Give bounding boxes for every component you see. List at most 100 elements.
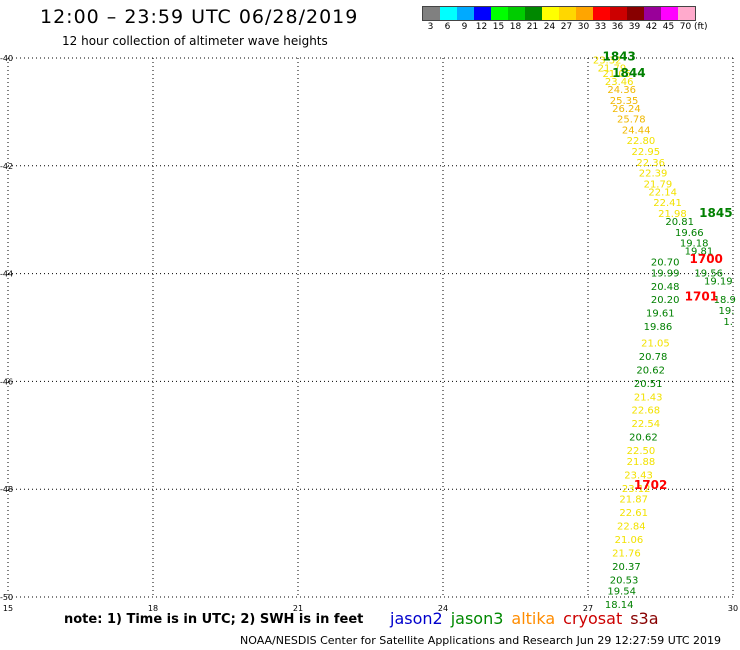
scale-label: 21 <box>526 22 539 32</box>
swh-value: 23.32 <box>593 55 622 66</box>
scale-label: 15 <box>492 22 505 32</box>
scale-swatch <box>474 7 491 20</box>
swh-value: 19.61 <box>646 309 675 320</box>
mission-legend-item: s3a <box>630 609 659 628</box>
swh-value: 18.9 <box>714 295 736 306</box>
swh-value: 1. <box>723 317 733 328</box>
lon-tick-label: 30 <box>728 604 738 613</box>
swh-value: 21.79 <box>644 179 673 190</box>
lon-tick-label: 24 <box>438 604 448 613</box>
swh-value: 20.78 <box>639 352 668 363</box>
swh-value: 19.81 <box>685 247 714 258</box>
mission-legend-item: cryosat <box>563 609 623 628</box>
swh-value: 22.84 <box>617 522 646 533</box>
swh-value: 18.14 <box>605 600 634 611</box>
scale-label: 36 <box>611 22 624 32</box>
scale-swatch <box>457 7 474 20</box>
swh-value: 22.36 <box>636 158 665 169</box>
wave-height-scale-labels: 3 6 9 12 15 18 21 24 27 30 33 36 39 42 45 70 (ft) <box>422 22 714 32</box>
scale-label: 70 <box>679 22 692 32</box>
scale-swatch <box>525 7 542 20</box>
scale-swatch <box>508 7 525 20</box>
scale-label: 18 <box>509 22 522 32</box>
lat-tick-label: -44 <box>0 270 13 279</box>
swh-value: 19.99 <box>651 268 680 279</box>
scale-swatch <box>644 7 661 20</box>
swh-value: 24.36 <box>607 85 636 96</box>
time-label: 1702 <box>634 478 667 492</box>
swh-value: 20.20 <box>651 295 680 306</box>
swh-value: 21.05 <box>641 338 670 349</box>
mission-legend-item: jason2 <box>390 609 443 628</box>
time-label: 1844 <box>612 66 645 80</box>
swh-value: 19.54 <box>607 586 636 597</box>
swh-value: 22.14 <box>648 187 677 198</box>
lat-tick-label: -50 <box>0 593 13 602</box>
scale-label: 3 <box>427 22 434 32</box>
swh-value: 20.70 <box>651 258 680 269</box>
scale-label: 6 <box>444 22 451 32</box>
swh-value: 19.66 <box>675 228 704 239</box>
scale-unit: (ft) <box>694 22 708 32</box>
swh-value: 22.95 <box>632 147 661 158</box>
swh-value: 22.68 <box>632 406 661 417</box>
wave-height-color-scale <box>422 6 696 21</box>
lon-tick-label: 18 <box>148 604 158 613</box>
swh-value: 22.39 <box>639 169 668 180</box>
swh-value: 25.35 <box>610 96 639 107</box>
scale-swatch <box>593 7 610 20</box>
lon-tick-label: 21 <box>293 604 303 613</box>
scale-swatch <box>610 7 627 20</box>
mission-legend-item: altika <box>511 609 556 628</box>
swh-value: 21.05 <box>603 69 632 80</box>
swh-value: 25.78 <box>617 115 646 126</box>
swh-value: 19. <box>719 306 735 317</box>
swh-value: 20.48 <box>651 282 680 293</box>
scale-label: 27 <box>560 22 573 32</box>
time-label: 1845 <box>699 206 732 220</box>
units-note: note: 1) Time is in UTC; 2) SWH is in fe… <box>64 612 364 627</box>
swh-value: 20.62 <box>636 365 665 376</box>
time-label: 1843 <box>603 50 636 64</box>
page-subtitle: 12 hour collection of altimeter wave hei… <box>62 34 328 48</box>
scale-label: 12 <box>475 22 488 32</box>
swh-value: 21.43 <box>634 392 663 403</box>
swh-value: 26.24 <box>612 104 641 115</box>
swh-value: 21.88 <box>627 457 656 468</box>
scale-swatch <box>542 7 559 20</box>
scale-swatch <box>661 7 678 20</box>
swh-value: 22.50 <box>627 446 656 457</box>
swh-value: 20.81 <box>665 217 694 228</box>
scale-label: 9 <box>461 22 468 32</box>
swh-value: 22.80 <box>627 136 656 147</box>
swh-value: 19.19 <box>704 276 733 287</box>
lat-tick-label: -40 <box>0 54 13 63</box>
scale-label: 39 <box>628 22 641 32</box>
swh-value: 19.86 <box>644 322 673 333</box>
swh-value: 22.61 <box>619 508 648 519</box>
scale-swatch <box>423 7 440 20</box>
scale-swatch <box>627 7 644 20</box>
time-label: 1701 <box>685 290 718 304</box>
swh-value: 23.43 <box>624 470 653 481</box>
swh-value: 21.76 <box>612 549 641 560</box>
swh-value: 21.87 <box>619 495 648 506</box>
scale-label: 24 <box>543 22 556 32</box>
swh-value: 20.62 <box>629 433 658 444</box>
swh-value: 20.37 <box>612 562 641 573</box>
swh-value: 21.79 <box>598 63 627 74</box>
scale-swatch <box>440 7 457 20</box>
swh-value: 19.18 <box>680 239 709 250</box>
scale-swatch <box>491 7 508 20</box>
swh-value: 23.46 <box>605 77 634 88</box>
swh-value: 22.54 <box>632 419 661 430</box>
swh-value: 20.53 <box>610 576 639 587</box>
time-label: 1700 <box>690 252 723 266</box>
swh-value: 20.51 <box>634 379 663 390</box>
scale-swatch <box>559 7 576 20</box>
scale-label: 42 <box>645 22 658 32</box>
lat-tick-label: -42 <box>0 162 13 171</box>
swh-value: 23.12 <box>622 484 651 495</box>
swh-value: 24.44 <box>622 125 651 136</box>
